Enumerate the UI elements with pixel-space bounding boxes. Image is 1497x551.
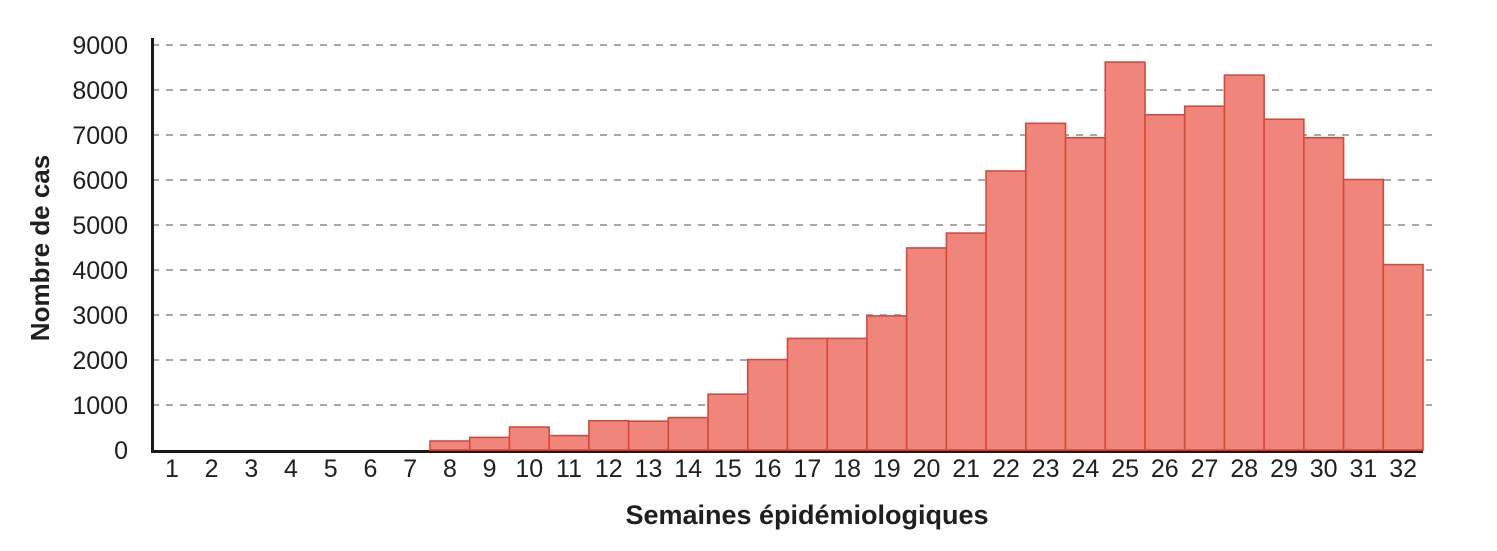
bar-week-13 (627, 420, 670, 451)
y-tick-label-3000: 3000 (72, 302, 128, 330)
y-tick-label-0: 0 (114, 437, 128, 465)
y-axis-title: Nombre de cas (25, 155, 55, 341)
x-tick-label-8: 8 (443, 455, 457, 483)
x-tick-label-9: 9 (483, 455, 497, 483)
bar-week-9 (468, 436, 511, 451)
x-tick-label-15: 15 (714, 455, 742, 483)
bar-week-32 (1382, 263, 1424, 451)
x-tick-label-28: 28 (1230, 455, 1258, 483)
x-tick-label-2: 2 (205, 455, 219, 483)
bars-group (429, 61, 1424, 451)
x-tick-label-32: 32 (1389, 455, 1417, 483)
x-tick-label-30: 30 (1310, 455, 1338, 483)
x-tick-label-6: 6 (364, 455, 378, 483)
x-tick-label-18: 18 (833, 455, 861, 483)
x-tick-label-24: 24 (1071, 455, 1099, 483)
y-tick-label-4000: 4000 (72, 257, 128, 285)
bar-week-15 (707, 393, 749, 451)
y-tick-label-6000: 6000 (72, 167, 128, 195)
y-tick-label-7000: 7000 (72, 122, 128, 150)
bar-week-19 (866, 315, 908, 451)
x-tick-label-4: 4 (284, 455, 298, 483)
x-tick-label-13: 13 (635, 455, 663, 483)
x-tick-label-23: 23 (1032, 455, 1060, 483)
x-axis-title: Semaines épidémiologiques (625, 500, 988, 530)
bar-week-26 (1144, 113, 1186, 451)
x-tick-label-10: 10 (515, 455, 543, 483)
x-tick-label-27: 27 (1191, 455, 1219, 483)
bar-week-17 (786, 337, 829, 451)
bar-week-27 (1183, 105, 1226, 451)
x-tick-label-22: 22 (992, 455, 1020, 483)
x-tick-label-5: 5 (324, 455, 338, 483)
y-tick-labels-group: 0 1000 2000 3000 4000 5000 6000 7000 8000 9000 (72, 32, 128, 465)
y-tick-label-8000: 8000 (72, 77, 128, 105)
bar-week-29 (1263, 118, 1305, 451)
x-tick-label-29: 29 (1270, 455, 1298, 483)
x-tick-label-1: 1 (165, 455, 179, 483)
bar-week-23 (1025, 122, 1067, 451)
bar-week-21 (945, 232, 987, 451)
bar-week-12 (588, 419, 630, 451)
bar-week-8 (429, 440, 471, 451)
y-tick-label-2000: 2000 (72, 347, 128, 375)
x-tick-label-7: 7 (403, 455, 417, 483)
x-tick-label-17: 17 (793, 455, 821, 483)
axes-group (151, 38, 1423, 453)
bar-week-28 (1223, 74, 1265, 451)
x-tick-label-14: 14 (674, 455, 702, 483)
bar-week-30 (1303, 136, 1345, 451)
bar-week-11 (548, 434, 590, 451)
x-tick-label-19: 19 (873, 455, 901, 483)
bar-week-14 (667, 416, 709, 451)
x-tick-label-25: 25 (1111, 455, 1139, 483)
bar-week-31 (1342, 178, 1385, 451)
x-tick-label-31: 31 (1349, 455, 1377, 483)
bar-week-18 (826, 337, 868, 451)
bar-week-10 (508, 426, 550, 451)
x-tick-label-20: 20 (913, 455, 941, 483)
x-tick-label-11: 11 (556, 455, 582, 483)
x-tick-label-21: 21 (952, 455, 980, 483)
y-tick-label-1000: 1000 (72, 392, 128, 420)
y-tick-label-9000: 9000 (72, 32, 128, 60)
bar-week-22 (985, 170, 1027, 451)
x-tick-labels-group: 1 2 3 4 5 6 7 8 9 10 11 12 13 14 15 16 17 18 19 20 21 22 23 24 2… (165, 455, 1417, 483)
bar-week-24 (1064, 136, 1107, 451)
x-tick-label-3: 3 (244, 455, 258, 483)
x-tick-label-16: 16 (754, 455, 782, 483)
bar-week-20 (905, 247, 948, 451)
bar-week-16 (746, 358, 789, 451)
x-tick-label-26: 26 (1151, 455, 1179, 483)
y-tick-label-5000: 5000 (72, 212, 128, 240)
bar-week-25 (1104, 61, 1146, 451)
x-tick-label-12: 12 (595, 455, 623, 483)
